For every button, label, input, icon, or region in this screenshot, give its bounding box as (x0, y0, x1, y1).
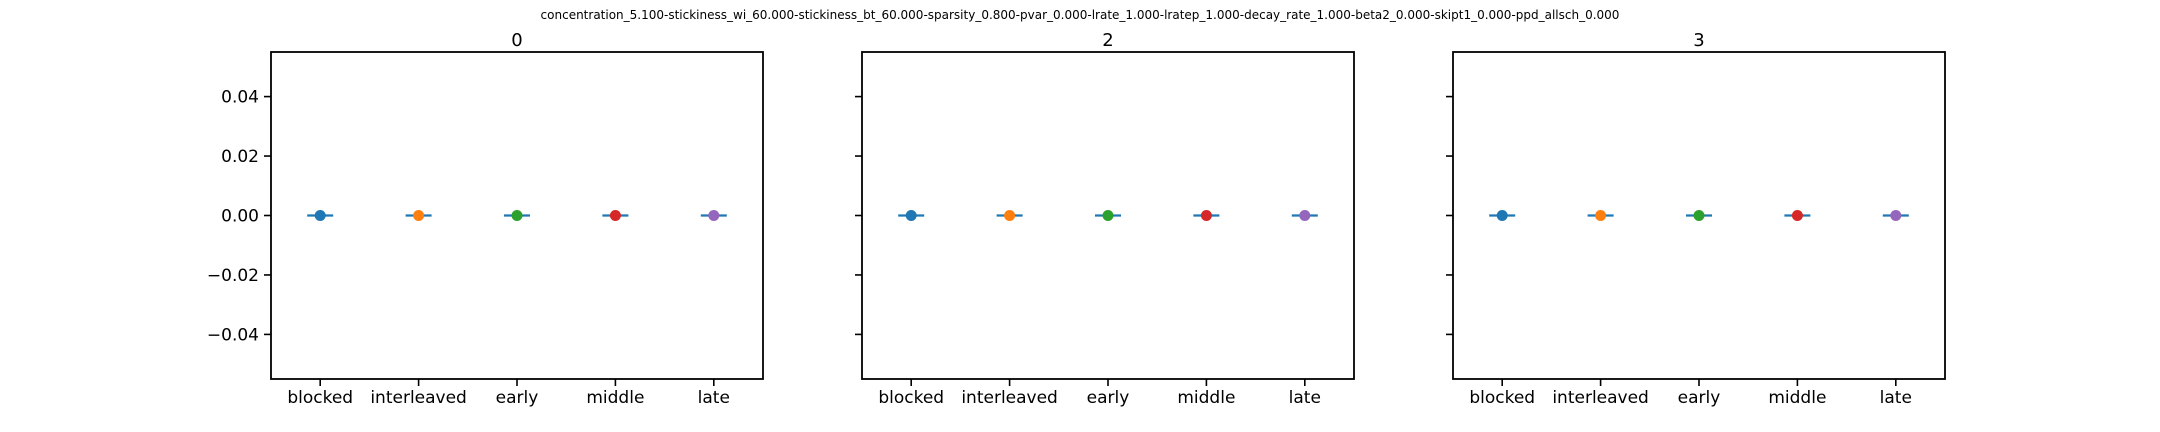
data-point (1102, 210, 1114, 221)
panel-title: 2 (1102, 30, 1113, 51)
x-tick-label: interleaved (1552, 388, 1649, 408)
data-point (1890, 210, 1902, 221)
data-point (708, 210, 720, 221)
data-point (1496, 210, 1508, 221)
x-tick-label: early (496, 388, 539, 408)
axes-frame (1452, 51, 1946, 380)
y-tick-label: 0.02 (221, 147, 259, 167)
x-tick-label: interleaved (961, 388, 1058, 408)
x-tick-label: blocked (878, 388, 944, 408)
panel-0: 0 0.04 0.02 0.00 −0.02 −0.04 blocked interleave… (207, 30, 764, 408)
data-point (1299, 210, 1311, 221)
data-point (314, 210, 326, 221)
panel-title: 3 (1693, 30, 1704, 51)
x-tick-label: middle (1177, 388, 1235, 408)
data-point (1200, 210, 1212, 221)
data-point (511, 210, 523, 221)
x-tick-label: blocked (1469, 388, 1535, 408)
x-tick-label: early (1087, 388, 1130, 408)
data-point (609, 210, 621, 221)
panel-3: 3 blocked interleaved early middle late (1446, 30, 1946, 408)
x-tick-label: early (1678, 388, 1721, 408)
data-point (1595, 210, 1607, 221)
panels: 0 0.04 0.02 0.00 −0.02 −0.04 blocked interleave… (207, 30, 1946, 408)
axes-frame (861, 51, 1355, 380)
y-tick-label: −0.04 (207, 325, 259, 345)
x-tick-label: late (1289, 388, 1321, 408)
x-tick-label: middle (1768, 388, 1826, 408)
axes-frame (270, 51, 764, 380)
panel-title: 0 (511, 30, 522, 51)
y-tick-label: −0.02 (207, 266, 259, 286)
x-tick-label: middle (586, 388, 644, 408)
panel-2: 2 blocked interleaved early middle late (855, 30, 1355, 408)
x-tick-label: late (1880, 388, 1912, 408)
y-tick-label: 0.00 (221, 207, 259, 227)
y-tick-label: 0.04 (221, 88, 259, 108)
data-point (413, 210, 425, 221)
data-point (1004, 210, 1016, 221)
x-tick-label: interleaved (370, 388, 467, 408)
data-point (1693, 210, 1705, 221)
data-point (1791, 210, 1803, 221)
x-tick-label: late (698, 388, 730, 408)
data-point (905, 210, 917, 221)
figure-suptitle: concentration_5.100-stickiness_wi_60.000… (541, 8, 1620, 22)
x-tick-label: blocked (287, 388, 353, 408)
